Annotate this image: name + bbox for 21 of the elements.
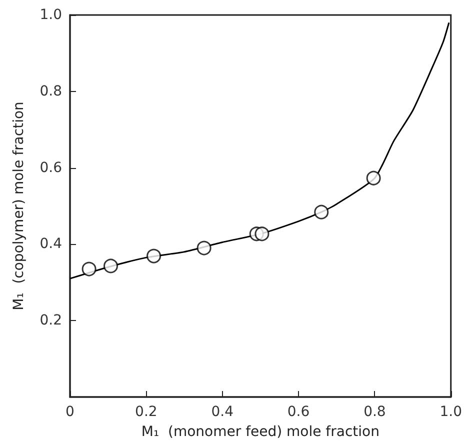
x-tick-label: 0 xyxy=(66,404,74,420)
x-tick-label: 0.6 xyxy=(287,404,310,420)
x-tick-label: 0.8 xyxy=(364,404,386,420)
x-axis-title: M₁ (monomer feed) mole fraction xyxy=(141,424,380,440)
y-axis-title: M₁ (copolymer) mole fraction xyxy=(11,102,27,310)
x-tick-label: 0.4 xyxy=(211,404,234,420)
y-tick-label: 1.0 xyxy=(40,7,62,23)
x-tick-label: 0.2 xyxy=(135,404,158,420)
point xyxy=(146,248,162,264)
point xyxy=(254,226,270,242)
line-series xyxy=(69,22,450,280)
point xyxy=(104,258,118,274)
x-tick-label: 1.0 xyxy=(440,404,462,420)
y-tick-label: 0.8 xyxy=(40,83,62,100)
point xyxy=(314,204,329,220)
y-tick-label: 0.2 xyxy=(40,312,62,329)
point xyxy=(82,262,96,276)
y-tick-label: 0.4 xyxy=(40,236,62,252)
point xyxy=(366,170,381,186)
point xyxy=(196,240,212,256)
y-tick-label: 0.6 xyxy=(40,160,62,176)
